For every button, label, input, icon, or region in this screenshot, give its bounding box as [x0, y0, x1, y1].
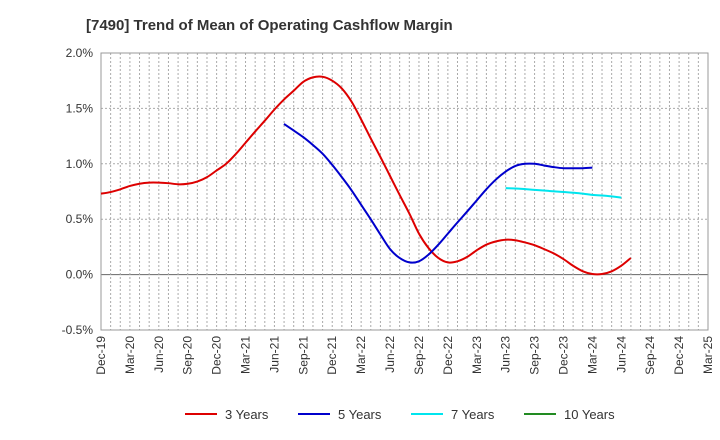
plot-border	[100, 52, 709, 331]
x-tick-label: Jun-20	[152, 336, 166, 373]
plot-area	[101, 53, 708, 330]
x-tick-label: Mar-24	[585, 336, 599, 374]
x-axis: Dec-19 Mar-20 Jun-20 Sep-20 Dec-20 Mar-21 Jun-…	[94, 336, 715, 375]
series-group	[100, 75, 632, 276]
x-tick-label: Jun-24	[614, 336, 628, 373]
x-tick-label: Dec-20	[210, 336, 224, 375]
y-tick-label: 1.0%	[66, 157, 94, 171]
legend-label-2: 5 Years	[338, 407, 382, 422]
x-tick-label: Dec-21	[325, 336, 339, 375]
x-tick-label: Mar-25	[701, 336, 715, 374]
x-tick-label: Dec-19	[94, 336, 108, 375]
y-tick-label: 2.0%	[66, 46, 94, 60]
x-tick-label: Mar-23	[470, 336, 484, 374]
legend-label-1: 3 Years	[225, 407, 269, 422]
x-tick-label: Dec-22	[441, 336, 455, 375]
legend: 3 Years 5 Years 7 Years 10 Years	[185, 407, 615, 422]
x-tick-label: Sep-23	[528, 336, 542, 375]
y-tick-label: 0.5%	[66, 212, 94, 226]
x-tick-label: Mar-22	[354, 336, 368, 374]
y-tick-label: -0.5%	[62, 323, 94, 337]
legend-label-3: 7 Years	[451, 407, 495, 422]
series-line-1	[100, 75, 632, 276]
y-tick-label: 0.0%	[66, 268, 94, 282]
series-line-2	[283, 123, 593, 264]
series-line-3	[505, 187, 622, 199]
x-tick-label: Dec-23	[556, 336, 570, 375]
x-tick-label: Sep-22	[412, 336, 426, 375]
x-tick-label: Mar-21	[239, 336, 253, 374]
x-tick-label: Jun-23	[499, 336, 513, 373]
x-tick-label: Jun-22	[383, 336, 397, 373]
x-tick-label: Dec-24	[672, 336, 686, 375]
x-tick-label: Sep-24	[643, 336, 657, 375]
legend-label-4: 10 Years	[564, 407, 615, 422]
x-tick-label: Mar-20	[123, 336, 137, 374]
y-tick-label: 1.5%	[66, 101, 94, 115]
grid	[101, 53, 708, 330]
chart-title: [7490] Trend of Mean of Operating Cashfl…	[86, 17, 453, 34]
x-tick-label: Jun-21	[267, 336, 281, 373]
x-tick-label: Sep-21	[296, 336, 310, 375]
y-axis: 2.0% 1.5% 1.0% 0.5% 0.0% -0.5%	[62, 46, 94, 337]
x-tick-label: Sep-20	[181, 336, 195, 375]
